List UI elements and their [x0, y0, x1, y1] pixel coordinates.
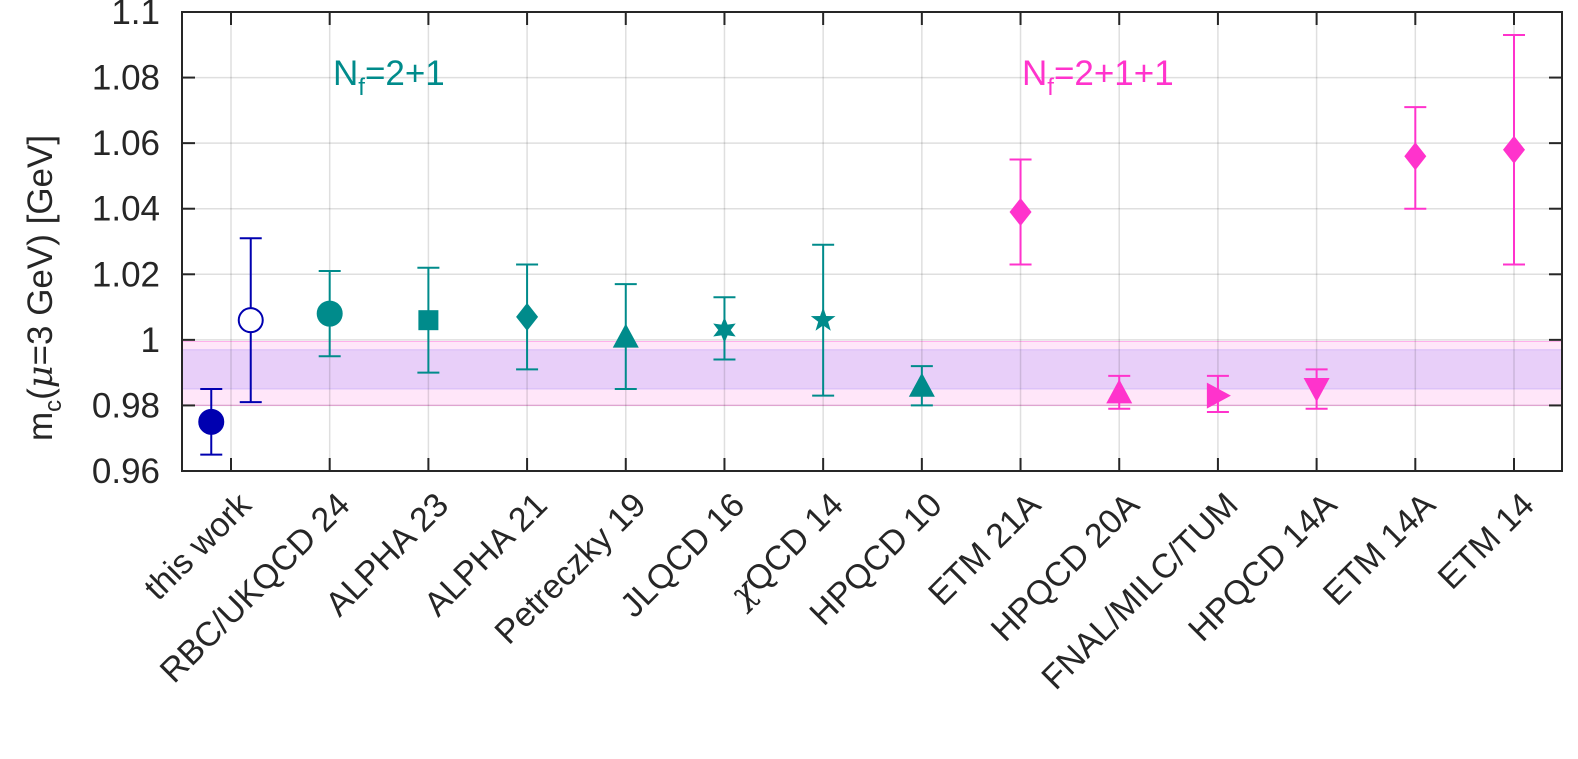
y-axis-label-mu: μ — [21, 365, 61, 388]
marker-star5 — [810, 307, 836, 331]
y-axis-label-m: m — [21, 412, 60, 441]
annotation-nf-2p1-rest: =2+1 — [365, 54, 445, 93]
plot-frame — [181, 11, 1563, 472]
marker-diamond — [1503, 135, 1525, 164]
average-band-1 — [182, 349, 1562, 390]
data-point-14 — [1503, 33, 1525, 266]
data-point-5 — [612, 283, 639, 391]
data-point-9 — [1009, 158, 1032, 266]
average-bands — [182, 340, 1562, 406]
y-tick-label: 1.08 — [92, 59, 160, 98]
y-axis-label-paren: ( — [21, 388, 60, 400]
y-tick-label: 1.04 — [92, 190, 160, 229]
marker-diamond — [1009, 197, 1032, 226]
marker-triangle-up — [908, 372, 935, 397]
marker-triangle-up — [1106, 379, 1133, 404]
annotation-nf-2p1p1-rest: =2+1+1 — [1054, 54, 1174, 93]
marker-triangle-right — [1206, 382, 1231, 409]
y-axis-label-sub: c — [40, 400, 67, 412]
data-point-4 — [516, 263, 539, 371]
data-point-6 — [713, 296, 736, 361]
annotation-nf-2p1: Nf=2+1 — [333, 54, 445, 101]
annotation-nf-2p1-sub: f — [358, 74, 365, 101]
annotation-nf-2p1p1-sub: f — [1047, 74, 1054, 101]
data-point-0 — [198, 388, 225, 456]
data-point-3 — [417, 266, 440, 374]
annotation-nf-2p1-n: N — [333, 54, 358, 93]
y-tick-label: 1.1 — [111, 0, 160, 32]
average-band-2 — [182, 341, 1562, 406]
x-tick-label: ETM 14 — [1431, 486, 1542, 597]
y-tick-label: 0.98 — [92, 386, 160, 425]
y-tick-label: 0.96 — [92, 452, 160, 491]
marker-triangle-up — [612, 323, 639, 348]
y-axis-label-rest: =3 GeV) [GeV] — [21, 135, 60, 366]
marker-diamond — [1404, 142, 1427, 171]
marker-star6 — [713, 317, 736, 344]
marker-circle — [198, 408, 225, 435]
data-points — [198, 33, 1525, 456]
data-point-7 — [810, 243, 836, 397]
y-tick-labels: 0.96 0.98 1 1.02 1.04 1.06 1.08 1.1 — [92, 0, 160, 491]
data-point-1 — [237, 237, 264, 404]
marker-triangle-down — [1303, 377, 1330, 403]
annotation-nf-2p1p1: Nf=2+1+1 — [1022, 54, 1174, 101]
y-tick-label: 1.06 — [92, 124, 160, 163]
marker-circle — [237, 307, 264, 334]
axis-ticks — [182, 11, 1562, 472]
data-point-2 — [316, 270, 343, 358]
marker-circle — [316, 300, 343, 327]
data-point-8 — [908, 365, 935, 407]
marker-diamond — [516, 302, 539, 331]
marker-square — [418, 310, 439, 331]
annotation-nf-2p1p1-n: N — [1022, 54, 1047, 93]
data-point-13 — [1404, 106, 1427, 210]
data-point-10 — [1106, 374, 1133, 410]
data-point-11 — [1206, 374, 1231, 413]
y-tick-label: 1 — [141, 321, 160, 360]
y-axis-label: mc(μ=3 GeV) [GeV] — [21, 135, 67, 441]
data-point-12 — [1303, 368, 1330, 410]
y-tick-label: 1.02 — [92, 255, 160, 294]
